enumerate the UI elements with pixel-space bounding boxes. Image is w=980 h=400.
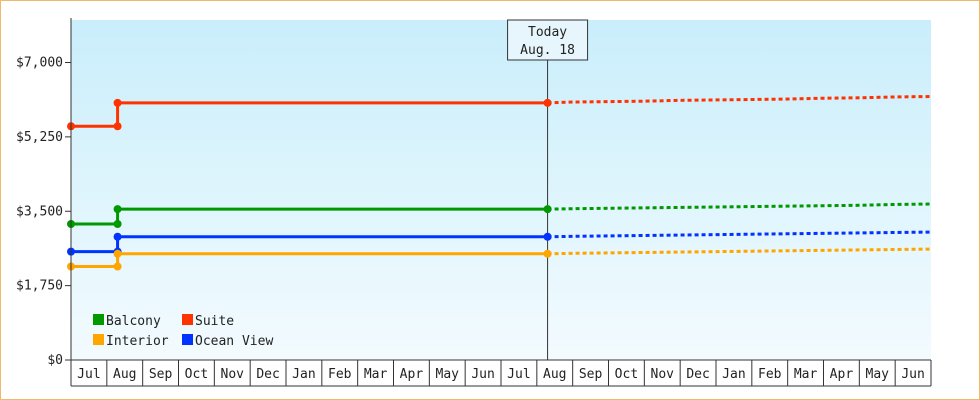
forecast-line-balcony — [547, 202, 932, 211]
y-tick-label: $0 — [47, 353, 63, 368]
data-point-suite[interactable] — [113, 98, 122, 107]
x-tick-label: Jul — [77, 367, 100, 382]
forecast-line-ocean-view — [547, 230, 932, 239]
data-point-interior[interactable] — [113, 262, 122, 271]
legend-swatch-balcony — [93, 314, 104, 325]
x-tick-label: Mar — [364, 367, 388, 382]
data-point-interior[interactable] — [543, 249, 552, 258]
series-line-suite — [71, 101, 548, 128]
forecast-line-suite — [547, 95, 932, 105]
legend-swatch-ocean-view — [182, 334, 193, 345]
x-tick-label: Apr — [830, 367, 854, 382]
x-tick-label: Nov — [221, 367, 245, 382]
x-tick-label: Jan — [722, 367, 745, 382]
data-point-balcony[interactable] — [113, 205, 122, 214]
x-tick-label: Jan — [292, 367, 315, 382]
x-tick-label: Jun — [901, 367, 924, 382]
x-tick-label: Sep — [579, 367, 603, 382]
legend-label-balcony: Balcony — [106, 314, 161, 329]
legend-label-ocean-view: Ocean View — [195, 334, 273, 349]
series-line-ocean-view — [71, 235, 548, 254]
x-tick-label: Apr — [400, 367, 424, 382]
x-tick-label: Feb — [758, 367, 782, 382]
x-tick-label: Feb — [328, 367, 352, 382]
x-tick-label: May — [436, 367, 460, 382]
x-tick-label: Dec — [686, 367, 709, 382]
forecast-line-interior — [547, 247, 932, 256]
data-point-interior[interactable] — [113, 249, 122, 258]
x-tick-label: Jul — [507, 367, 530, 382]
x-tick-label: Jun — [471, 367, 494, 382]
today-label-box — [507, 19, 589, 61]
series-line-balcony — [71, 207, 548, 226]
series-line-interior — [71, 252, 548, 268]
data-point-balcony[interactable] — [113, 220, 122, 228]
y-tick-label: $5,250 — [16, 130, 63, 145]
legend-label-interior: Interior — [106, 334, 169, 349]
plot-area — [71, 20, 931, 360]
data-point-ocean-view[interactable] — [113, 232, 122, 241]
x-tick-label: May — [866, 367, 890, 382]
x-tick-label: Oct — [615, 367, 638, 382]
x-tick-label: Nov — [651, 367, 675, 382]
legend-swatch-interior — [93, 334, 104, 345]
y-tick-label: $1,750 — [16, 279, 63, 294]
x-tick-label: Aug — [113, 367, 136, 382]
x-tick-label: Dec — [256, 367, 279, 382]
x-tick-label: Aug — [543, 367, 566, 382]
data-point-ocean-view[interactable] — [543, 232, 552, 241]
x-tick-label: Sep — [149, 367, 173, 382]
data-point-balcony[interactable] — [543, 205, 552, 214]
legend-label-suite: Suite — [195, 314, 234, 329]
data-point-suite[interactable] — [543, 98, 552, 107]
legend-swatch-suite — [182, 314, 193, 325]
x-tick-label: Oct — [185, 367, 208, 382]
x-tick-label: Mar — [794, 367, 818, 382]
y-tick-label: $3,500 — [16, 204, 63, 219]
today-date: Aug. 18 — [520, 43, 575, 58]
y-tick-label: $7,000 — [16, 56, 63, 71]
data-point-suite[interactable] — [113, 122, 122, 131]
today-label: Today — [528, 25, 567, 40]
